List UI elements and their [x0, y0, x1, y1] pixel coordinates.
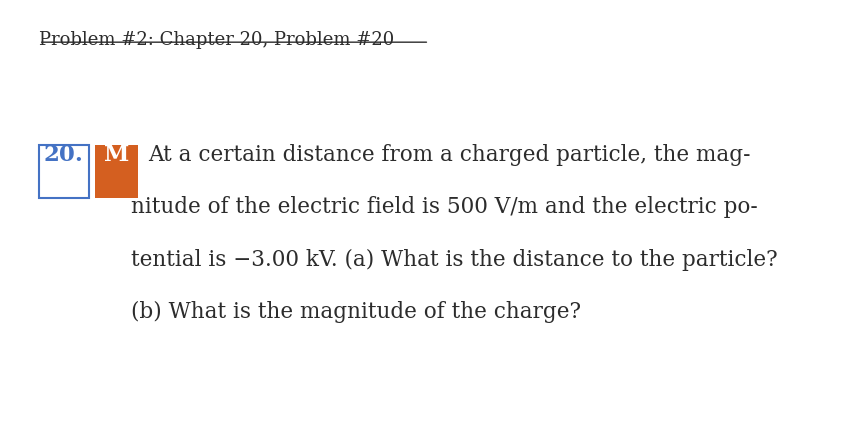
Text: Problem #2: Chapter 20, Problem #20: Problem #2: Chapter 20, Problem #20 — [39, 31, 393, 49]
FancyBboxPatch shape — [39, 145, 89, 198]
Text: At a certain distance from a charged particle, the mag-: At a certain distance from a charged par… — [148, 144, 750, 166]
Text: (b) What is the magnitude of the charge?: (b) What is the magnitude of the charge? — [131, 301, 580, 323]
Text: nitude of the electric field is 500 V/m and the electric po-: nitude of the electric field is 500 V/m … — [131, 196, 757, 218]
Text: 20.: 20. — [44, 144, 84, 166]
FancyBboxPatch shape — [95, 145, 138, 198]
Text: M: M — [103, 144, 129, 166]
Text: tential is −3.00 kV. (a) What is the distance to the particle?: tential is −3.00 kV. (a) What is the dis… — [131, 249, 777, 271]
